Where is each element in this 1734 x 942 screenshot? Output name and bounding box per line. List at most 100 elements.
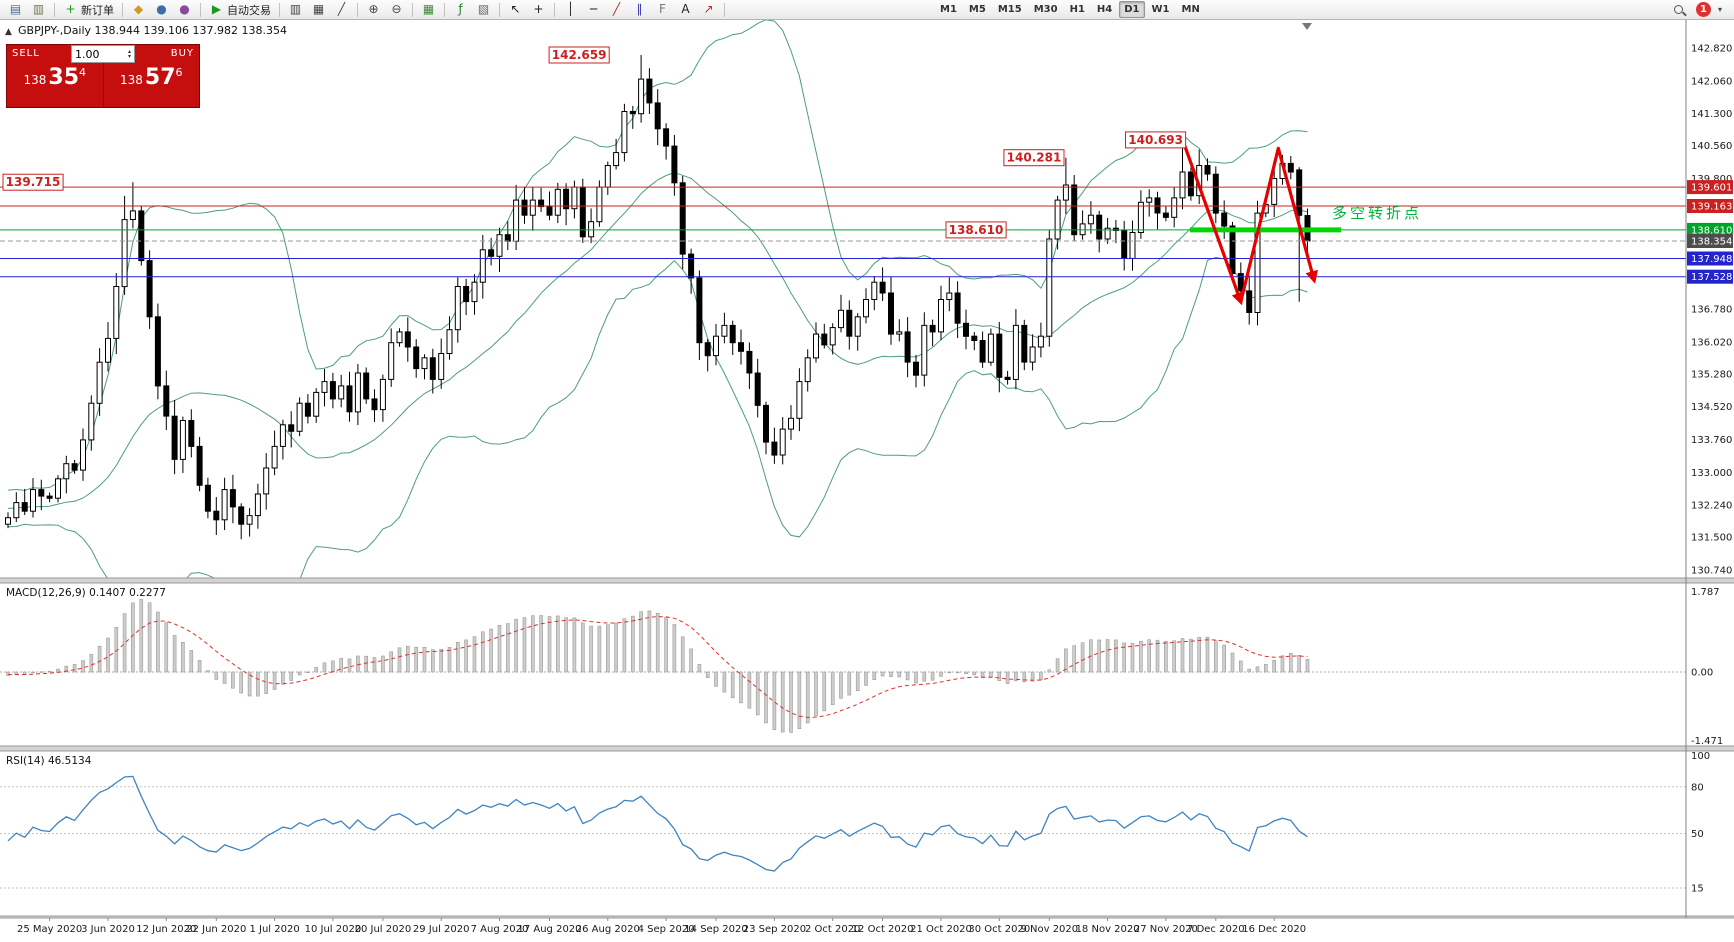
svg-text:0.00: 0.00 xyxy=(1691,668,1713,679)
search-icon[interactable] xyxy=(1670,1,1688,19)
candlesticks-icon[interactable]: ▦ xyxy=(308,1,329,19)
timeframe-m30-button[interactable]: M30 xyxy=(1033,4,1058,15)
svg-text:132.240: 132.240 xyxy=(1691,501,1732,512)
panel-separator[interactable] xyxy=(0,746,1734,751)
market-icon[interactable]: ● xyxy=(174,1,195,19)
autotrading-button[interactable]: ▶ 自动交易 xyxy=(206,1,274,19)
timeframe-w1-button[interactable]: W1 xyxy=(1151,4,1170,15)
macd-signal-line xyxy=(8,616,1308,718)
channel-icon[interactable]: ∥ xyxy=(629,1,650,19)
cursor-icon[interactable]: ↖ xyxy=(505,1,526,19)
svg-text:130.740: 130.740 xyxy=(1691,566,1732,577)
one-click-toggle-icon[interactable]: ▲ xyxy=(5,27,12,37)
rsi-axis: 100 80 50 15 xyxy=(1691,751,1710,894)
svg-text:16 Dec 2020: 16 Dec 2020 xyxy=(1242,924,1306,935)
toolbar-separator xyxy=(200,2,201,17)
svg-text:2 Oct 2020: 2 Oct 2020 xyxy=(805,924,860,935)
svg-text:17 Aug 2020: 17 Aug 2020 xyxy=(517,924,581,935)
macd-axis: 1.787 0.00 -1.471 xyxy=(1691,587,1723,747)
timeframe-h4-button[interactable]: H4 xyxy=(1096,4,1113,15)
svg-text:25 May 2020: 25 May 2020 xyxy=(17,924,82,935)
profiles-icon[interactable]: ▥ xyxy=(28,1,49,19)
fibonacci-icon[interactable]: F xyxy=(652,1,673,19)
tile-windows-glyph: ▦ xyxy=(422,2,435,16)
svg-text:50: 50 xyxy=(1691,829,1704,840)
mql5-icon[interactable]: ◆ xyxy=(128,1,149,19)
zoom-in-icon[interactable]: ⊕ xyxy=(363,1,384,19)
svg-text:134.520: 134.520 xyxy=(1691,402,1732,413)
rsi-line xyxy=(7,775,1308,872)
price-annotation-box[interactable] xyxy=(945,221,1007,239)
svg-text:4 Sep 2020: 4 Sep 2020 xyxy=(638,924,695,935)
toolbar: ▤ ▥ + 新订单 ◆ ● ● ▶ 自动交易 ▥ ▦ ╱ ⊕ ⊖ ▦ ƒ ▧ ↖ + │ ─ ╱ ∥ F A ↗ M1 M5 M15 M… xyxy=(0,0,1734,20)
macd-label: MACD(12,26,9) 0.1407 0.2277 xyxy=(6,587,166,599)
bars-icon[interactable]: ▥ xyxy=(285,1,306,19)
toolbar-separator xyxy=(279,2,280,17)
text-icon[interactable]: A xyxy=(675,1,696,19)
svg-text:30 Oct 2020: 30 Oct 2020 xyxy=(968,924,1030,935)
svg-text:142.060: 142.060 xyxy=(1691,76,1732,87)
price-annotation-box[interactable] xyxy=(1003,149,1065,167)
price-annotation-box[interactable] xyxy=(548,46,610,64)
zoom-in-glyph: ⊕ xyxy=(368,2,379,16)
bollinger-bands xyxy=(7,20,1308,578)
crosshair-icon[interactable]: + xyxy=(528,1,549,19)
toolbar-separator xyxy=(54,2,55,17)
toolbar-separator xyxy=(499,2,500,17)
notifications-badge[interactable]: 1 xyxy=(1695,2,1711,17)
bars-glyph: ▥ xyxy=(289,2,302,16)
line-chart-icon[interactable]: ╱ xyxy=(331,1,352,19)
indicators-icon[interactable]: ƒ xyxy=(450,1,471,19)
horizontal-line-icon[interactable]: ─ xyxy=(583,1,604,19)
lot-size-input[interactable]: 1.00 ▴ ▾ xyxy=(71,45,135,63)
new-order-label: 新订单 xyxy=(81,3,114,17)
new-order-button[interactable]: + 新订单 xyxy=(60,1,117,19)
lot-stepper-icon[interactable]: ▴ ▾ xyxy=(127,48,131,60)
zigzag-arrow-1[interactable] xyxy=(1180,138,1244,306)
price-annotation-box[interactable] xyxy=(1125,131,1187,149)
chart-shift-marker[interactable] xyxy=(1302,23,1312,30)
new-chart-icon[interactable]: ▤ xyxy=(5,1,26,19)
timeframe-m5-button[interactable]: M5 xyxy=(968,4,986,15)
svg-text:131.500: 131.500 xyxy=(1691,533,1732,544)
svg-text:12 Oct 2020: 12 Oct 2020 xyxy=(852,924,914,935)
sell-label: SELL xyxy=(12,48,40,59)
arrows-icon[interactable]: ↗ xyxy=(698,1,719,19)
svg-text:-1.471: -1.471 xyxy=(1691,736,1723,747)
vertical-line-icon[interactable]: │ xyxy=(560,1,581,19)
toolbar-separator xyxy=(412,2,413,17)
timeframe-d1-button[interactable]: D1 xyxy=(1119,1,1145,18)
timeframe-mn-button[interactable]: MN xyxy=(1181,4,1200,15)
price-annotation-box[interactable] xyxy=(2,173,64,191)
zoom-out-icon[interactable]: ⊖ xyxy=(386,1,407,19)
panel-separator[interactable] xyxy=(0,578,1734,583)
crosshair-glyph: + xyxy=(533,2,544,16)
svg-text:133.000: 133.000 xyxy=(1691,468,1732,479)
turning-point-annotation[interactable]: 多空转折点 xyxy=(1332,204,1422,222)
toolbar-separator xyxy=(357,2,358,17)
text-glyph: A xyxy=(681,2,690,16)
svg-text:7 Aug 2020: 7 Aug 2020 xyxy=(471,924,529,935)
buy-button[interactable]: BUY 138576 xyxy=(103,45,199,107)
cursor-glyph: ↖ xyxy=(510,2,521,16)
timeframe-m1-button[interactable]: M1 xyxy=(940,4,957,15)
timeframe-h1-button[interactable]: H1 xyxy=(1069,4,1085,15)
timeframe-m15-button[interactable]: M15 xyxy=(997,4,1022,15)
svg-text:22 Jun 2020: 22 Jun 2020 xyxy=(186,924,246,935)
objects-icon[interactable]: ▧ xyxy=(473,1,494,19)
trendline-icon[interactable]: ╱ xyxy=(606,1,627,19)
svg-text:1 Jul 2020: 1 Jul 2020 xyxy=(249,924,299,935)
community-icon[interactable]: ● xyxy=(151,1,172,19)
chevron-down-icon[interactable]: ▾ xyxy=(1717,5,1722,14)
zoom-out-glyph: ⊖ xyxy=(391,2,402,16)
fibonacci-glyph: F xyxy=(659,2,666,16)
panel-separator[interactable] xyxy=(0,916,1734,918)
tile-windows-icon[interactable]: ▦ xyxy=(418,1,439,19)
buy-label: BUY xyxy=(170,48,194,59)
new-chart-glyph: ▤ xyxy=(9,2,22,16)
zigzag-arrow-2[interactable] xyxy=(1239,146,1318,304)
toolbar-separator xyxy=(122,2,123,17)
